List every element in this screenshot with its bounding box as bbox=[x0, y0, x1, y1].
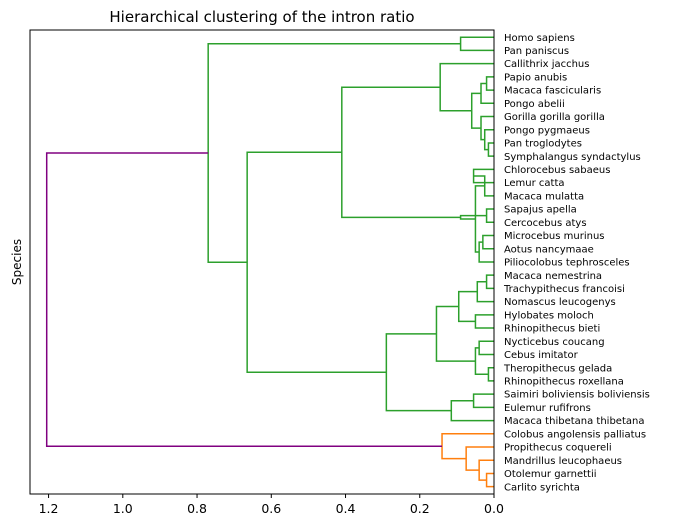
leaf-label: Macaca mulatta bbox=[504, 191, 584, 202]
dendrogram-link bbox=[483, 128, 494, 151]
leaf-label: Rhinopithecus bieti bbox=[504, 324, 600, 335]
leaf-label: Papio anubis bbox=[504, 72, 567, 83]
leaf-label: Nycticebus coucang bbox=[504, 337, 605, 348]
leaf-label: Pan paniscus bbox=[504, 46, 569, 57]
dendrogram-link bbox=[485, 208, 494, 224]
leaf-label: Symphalangus syndactylus bbox=[504, 152, 641, 163]
x-tick-label: 1.2 bbox=[39, 501, 59, 516]
y-axis-label: Species bbox=[10, 239, 24, 285]
dendrogram-link bbox=[482, 234, 494, 250]
leaf-label: Macaca nemestrina bbox=[504, 271, 602, 282]
leaf-label: Carlito syrichta bbox=[504, 482, 580, 493]
plot-frame bbox=[29, 29, 495, 495]
dendrogram-link bbox=[485, 472, 494, 488]
dendrogram-link bbox=[485, 274, 494, 290]
leaf-label: Saimiri boliviensis boliviensis bbox=[504, 390, 650, 401]
leaf-label: Sapajus apella bbox=[504, 205, 577, 216]
leaf-label: Microcebus murinus bbox=[504, 231, 605, 242]
x-tick-label: 0.4 bbox=[336, 501, 356, 516]
dendrogram-link bbox=[457, 290, 478, 323]
x-tick-label: 0.0 bbox=[484, 501, 504, 516]
dendrogram-link bbox=[472, 393, 494, 409]
dendrogram-link bbox=[45, 152, 443, 447]
leaf-label: Pongo abelii bbox=[504, 99, 565, 110]
dendrogram-link bbox=[480, 115, 494, 141]
leaf-label: Homo sapiens bbox=[504, 33, 575, 44]
leaf-label: Rhinopithecus roxellana bbox=[504, 377, 624, 388]
dendrogram-link bbox=[450, 400, 494, 422]
leaf-label: Mandrillus leucophaeus bbox=[504, 456, 622, 467]
leaf-label: Gorilla gorilla gorilla bbox=[504, 112, 605, 123]
leaf-label: Aotus nancymaae bbox=[504, 244, 594, 255]
dendrogram-link bbox=[480, 82, 494, 105]
leaf-label: Cebus imitator bbox=[504, 350, 579, 361]
leaf-label: Trachypithecus francoisi bbox=[503, 284, 625, 295]
leaf-label: Theropithecus gelada bbox=[503, 363, 612, 374]
dendrogram-link bbox=[246, 151, 387, 373]
leaf-label: Propithecus coquereli bbox=[504, 443, 612, 454]
dendrogram-link bbox=[474, 347, 489, 376]
leaf-labels: Homo sapiens Pan paniscus Callithrix jacch… bbox=[503, 33, 650, 493]
dendrogram-link bbox=[478, 340, 494, 356]
dendrogram-link bbox=[470, 92, 482, 129]
dendrogram-link bbox=[441, 433, 494, 460]
dendrogram-link bbox=[474, 314, 494, 329]
dendrogram-link bbox=[485, 76, 494, 91]
dendrogram-link bbox=[341, 86, 461, 219]
leaf-label: Hylobates moloch bbox=[504, 310, 594, 321]
dendrogram-link bbox=[207, 43, 461, 263]
leaf-label: Callithrix jacchus bbox=[504, 59, 589, 70]
x-tick-label: 0.2 bbox=[410, 501, 430, 516]
chart-title: Hierarchical clustering of the intron ra… bbox=[109, 8, 414, 26]
dendrogram-link bbox=[459, 36, 494, 52]
dendrogram-link bbox=[487, 366, 494, 382]
leaf-label: Pan troglodytes bbox=[504, 139, 582, 150]
dendrogram-link bbox=[385, 333, 452, 412]
leaf-label: Eulemur rufifrons bbox=[504, 403, 591, 414]
leaf-label: Macaca thibetana thibetana bbox=[504, 416, 644, 427]
leaf-label: Pongo pygmaeus bbox=[504, 125, 590, 136]
x-tick-label: 0.8 bbox=[187, 501, 207, 516]
x-axis-ticks: 1.2 1.0 0.8 0.6 0.4 0.2 0.0 bbox=[39, 494, 504, 516]
dendrogram-link bbox=[478, 241, 494, 263]
dendrogram-link bbox=[465, 446, 494, 471]
leaf-label: Chlorocebus sabaeus bbox=[504, 165, 610, 176]
leaf-label: Cercocebus atys bbox=[504, 218, 587, 229]
dendrogram-link bbox=[476, 281, 494, 303]
dendrogram-link bbox=[487, 142, 494, 157]
x-tick-label: 1.0 bbox=[113, 501, 133, 516]
leaf-label: Colobus angolensis palliatus bbox=[504, 429, 646, 440]
x-tick-label: 0.6 bbox=[261, 501, 281, 516]
leaf-label: Nomascus leucogenys bbox=[504, 297, 616, 308]
leaf-label: Macaca fascicularis bbox=[504, 86, 601, 97]
leaf-label: Piliocolobus tephrosceles bbox=[504, 258, 630, 269]
leaf-label: Otolemur garnettii bbox=[504, 469, 597, 480]
dendrogram-link bbox=[435, 305, 476, 362]
dendrogram-link bbox=[459, 214, 487, 220]
leaf-label: Lemur catta bbox=[504, 178, 565, 189]
dendrogram-links bbox=[45, 36, 494, 488]
